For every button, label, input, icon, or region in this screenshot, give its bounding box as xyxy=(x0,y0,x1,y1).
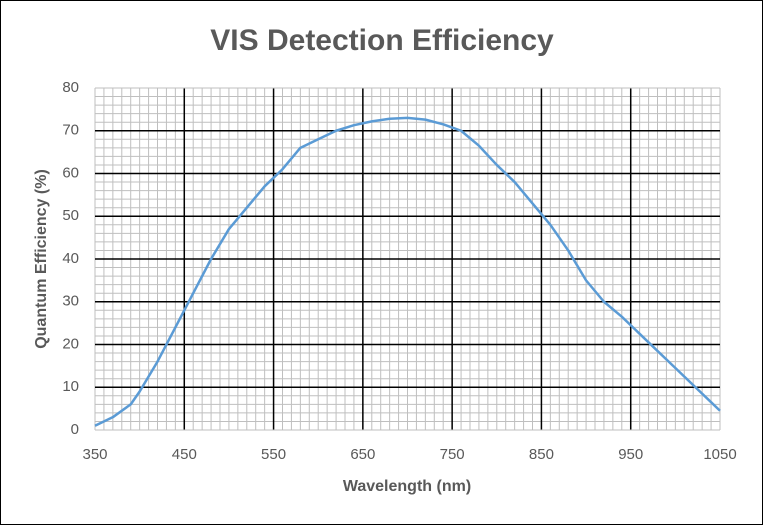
y-tick-label: 70 xyxy=(62,122,79,139)
x-tick-label: 450 xyxy=(172,446,197,463)
y-tick-label: 20 xyxy=(62,335,79,352)
data-line xyxy=(94,116,721,427)
y-tick-label: 40 xyxy=(62,250,79,267)
major-grid xyxy=(94,87,721,431)
y-tick-label: 50 xyxy=(62,207,79,224)
x-tick-label: 850 xyxy=(529,446,554,463)
y-tick-label: 80 xyxy=(62,79,79,96)
x-tick-label: 350 xyxy=(82,446,107,463)
y-tick-label: 30 xyxy=(62,293,79,310)
x-tick-label: 550 xyxy=(261,446,286,463)
x-tick-label: 950 xyxy=(618,446,643,463)
x-tick-label: 1050 xyxy=(703,446,736,463)
x-axis-label: Wavelength (nm) xyxy=(343,478,471,495)
y-tick-label: 0 xyxy=(71,421,79,438)
y-axis-label: Quantum Efficiency (%) xyxy=(33,169,50,349)
chart-title: VIS Detection Efficiency xyxy=(210,24,554,57)
x-tick-label: 750 xyxy=(440,446,465,463)
y-tick-label: 10 xyxy=(62,378,79,395)
y-tick-label: 60 xyxy=(62,164,79,181)
x-tick-label: 650 xyxy=(350,446,375,463)
